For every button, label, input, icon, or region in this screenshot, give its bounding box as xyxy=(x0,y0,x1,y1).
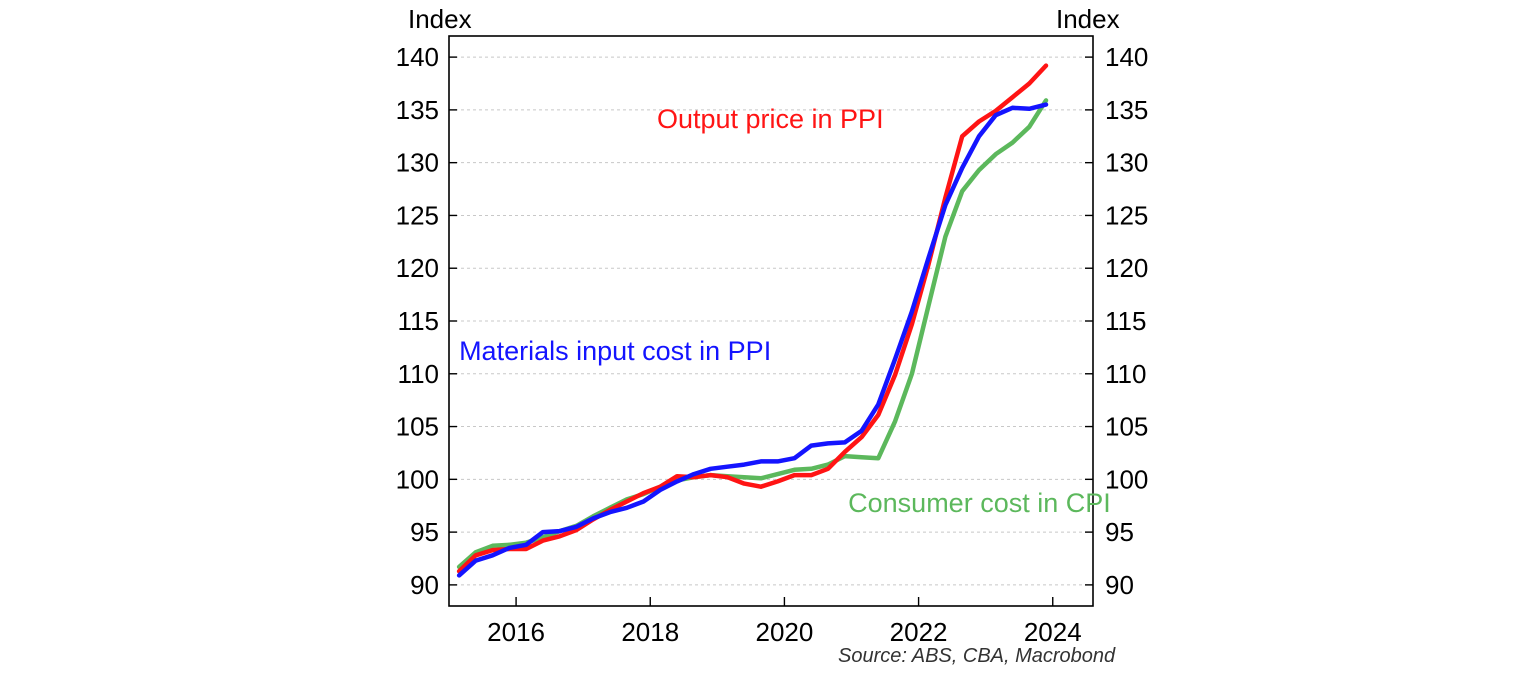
series-label-consumer-cost-in-cpi: Consumer cost in CPI xyxy=(848,488,1111,518)
y-tick-label-left: 135 xyxy=(396,95,439,125)
x-tick-label: 2018 xyxy=(621,617,679,647)
y-tick-label-left: 125 xyxy=(396,200,439,230)
y-tick-label-left: 115 xyxy=(398,306,439,336)
gridlines xyxy=(449,56,1093,586)
y-tick-label-left: 105 xyxy=(396,412,439,442)
y-tick-label-left: 140 xyxy=(396,42,439,72)
x-tick-label: 2016 xyxy=(487,617,545,647)
series-label-materials-input-cost-in-ppi: Materials input cost in PPI xyxy=(459,336,771,366)
y-tick-label-left: 100 xyxy=(396,464,439,494)
y-tick-label-right: 115 xyxy=(1105,306,1146,336)
y-tick-label-left: 90 xyxy=(410,570,439,600)
series-lines xyxy=(456,63,1049,578)
x-tick-label: 2022 xyxy=(890,617,948,647)
y-tick-label-left: 95 xyxy=(410,517,439,547)
series-labels: Materials input cost in PPI Output price … xyxy=(459,104,1111,518)
x-tick-label: 2020 xyxy=(755,617,813,647)
series-label-output-price-in-ppi: Output price in PPI xyxy=(657,104,884,134)
y-tick-label-right: 140 xyxy=(1105,42,1148,72)
y-tick-label-right: 90 xyxy=(1105,570,1134,600)
y-tick-label-right: 125 xyxy=(1105,200,1148,230)
x-tick-label: 2024 xyxy=(1024,617,1082,647)
series-line-output-price-in-ppi xyxy=(456,63,1049,574)
y-tick-label-right: 105 xyxy=(1105,412,1148,442)
y-tick-label-right: 135 xyxy=(1105,95,1148,125)
y-tick-label-left: 120 xyxy=(396,253,439,283)
y-axis-right-unit: Index xyxy=(1056,4,1120,34)
source-note: Source: ABS, CBA, Macrobond xyxy=(838,645,1116,667)
y-tick-label-left: 130 xyxy=(396,148,439,178)
series-line-materials-input-cost-in-ppi xyxy=(456,102,1049,578)
y-axis-left-unit: Index xyxy=(408,4,472,34)
y-tick-label-right: 110 xyxy=(1105,359,1146,389)
y-tick-label-right: 100 xyxy=(1105,464,1148,494)
y-tick-label-left: 110 xyxy=(398,359,439,389)
axis-ticks: 90 90 95 95 100 100 105 105 110 110 115 115 120 120 12… xyxy=(396,42,1149,647)
y-tick-label-right: 120 xyxy=(1105,253,1148,283)
y-tick-label-right: 130 xyxy=(1105,148,1148,178)
y-tick-label-right: 95 xyxy=(1105,517,1134,547)
